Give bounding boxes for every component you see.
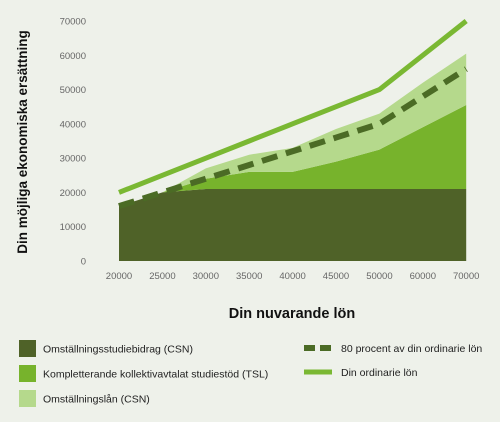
y-tick-label: 70000 — [60, 17, 86, 28]
x-axis-ticks: 20000 25000 30000 35000 40000 45000 50000 60000… — [106, 271, 480, 282]
y-tick-label: 60000 — [60, 51, 86, 62]
x-tick-label: 45000 — [323, 271, 349, 282]
y-tick-label: 0 — [81, 257, 86, 268]
y-tick-label: 20000 — [60, 188, 86, 199]
x-tick-label: 50000 — [366, 271, 392, 282]
dashed-line-1 — [118, 66, 468, 210]
x-tick-label: 35000 — [236, 271, 262, 282]
legend: Omställningsstudiebidrag (CSN) Kompletter… — [19, 340, 482, 407]
y-tick-label: 40000 — [60, 119, 86, 130]
area-1 — [119, 189, 467, 261]
legend-swatch — [19, 390, 36, 407]
legend-label: 80 procent av din ordinarie lön — [341, 343, 482, 355]
y-tick-label: 10000 — [60, 222, 86, 233]
x-tick-label: 25000 — [149, 271, 175, 282]
x-tick-label: 20000 — [106, 271, 132, 282]
y-tick-label: 30000 — [60, 154, 86, 165]
x-tick-label: 30000 — [193, 271, 219, 282]
x-tick-label: 60000 — [410, 271, 436, 282]
stacked-areas — [119, 53, 467, 261]
area-3 — [119, 53, 467, 207]
x-tick-label: 70000 — [453, 271, 479, 282]
legend-swatch — [19, 340, 36, 357]
x-axis-title: Din nuvarande lön — [229, 306, 356, 322]
x-tick-label: 40000 — [279, 271, 305, 282]
series-lines — [118, 19, 468, 210]
y-axis-title: Din möjliga ekonomiska ersättning — [15, 30, 30, 254]
solid-line-2 — [118, 19, 468, 195]
y-tick-label: 50000 — [60, 85, 86, 96]
legend-label: Omställningslån (CSN) — [43, 394, 150, 406]
legend-swatch — [19, 365, 36, 382]
legend-label: Kompletterande kollektivavtalat studiest… — [43, 369, 268, 381]
legend-label: Omställningsstudiebidrag (CSN) — [43, 344, 193, 356]
legend-label: Din ordinarie lön — [341, 367, 418, 379]
y-axis-ticks: 0 10000 20000 30000 40000 50000 60000 70000 — [60, 17, 86, 268]
